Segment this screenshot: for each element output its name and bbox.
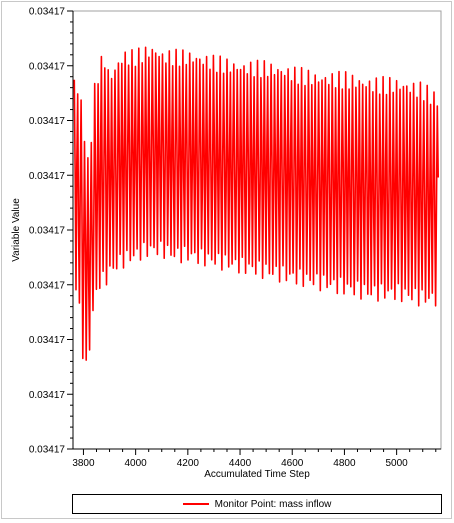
y-tick-label: 0.03417 xyxy=(29,116,66,127)
x-tick-label: 4000 xyxy=(125,458,148,469)
x-tick-label: 4200 xyxy=(177,458,200,469)
y-tick-label: 0.03417 xyxy=(29,61,66,72)
x-tick-label: 3800 xyxy=(72,458,95,469)
legend: Monitor Point: mass inflow xyxy=(72,494,442,514)
x-tick-label: 4400 xyxy=(229,458,252,469)
y-axis-title: Variable Value xyxy=(11,198,22,262)
x-axis-title: Accumulated Time Step xyxy=(204,469,310,480)
y-tick-label: 0.03417 xyxy=(29,280,66,291)
y-tick-label: 0.03417 xyxy=(29,226,66,237)
y-tick-label: 0.03417 xyxy=(29,7,66,18)
series-line-mass-inflow xyxy=(73,46,439,361)
legend-swatch xyxy=(182,503,209,505)
y-tick-label: 0.03417 xyxy=(29,445,66,456)
x-tick-label: 4800 xyxy=(333,458,356,469)
y-tick-label: 0.03417 xyxy=(29,335,66,346)
y-tick-label: 0.03417 xyxy=(29,390,66,401)
legend-label: Monitor Point: mass inflow xyxy=(214,498,332,510)
x-tick-label: 5000 xyxy=(386,458,409,469)
x-tick-label: 4600 xyxy=(281,458,304,469)
y-tick-label: 0.03417 xyxy=(29,171,66,182)
